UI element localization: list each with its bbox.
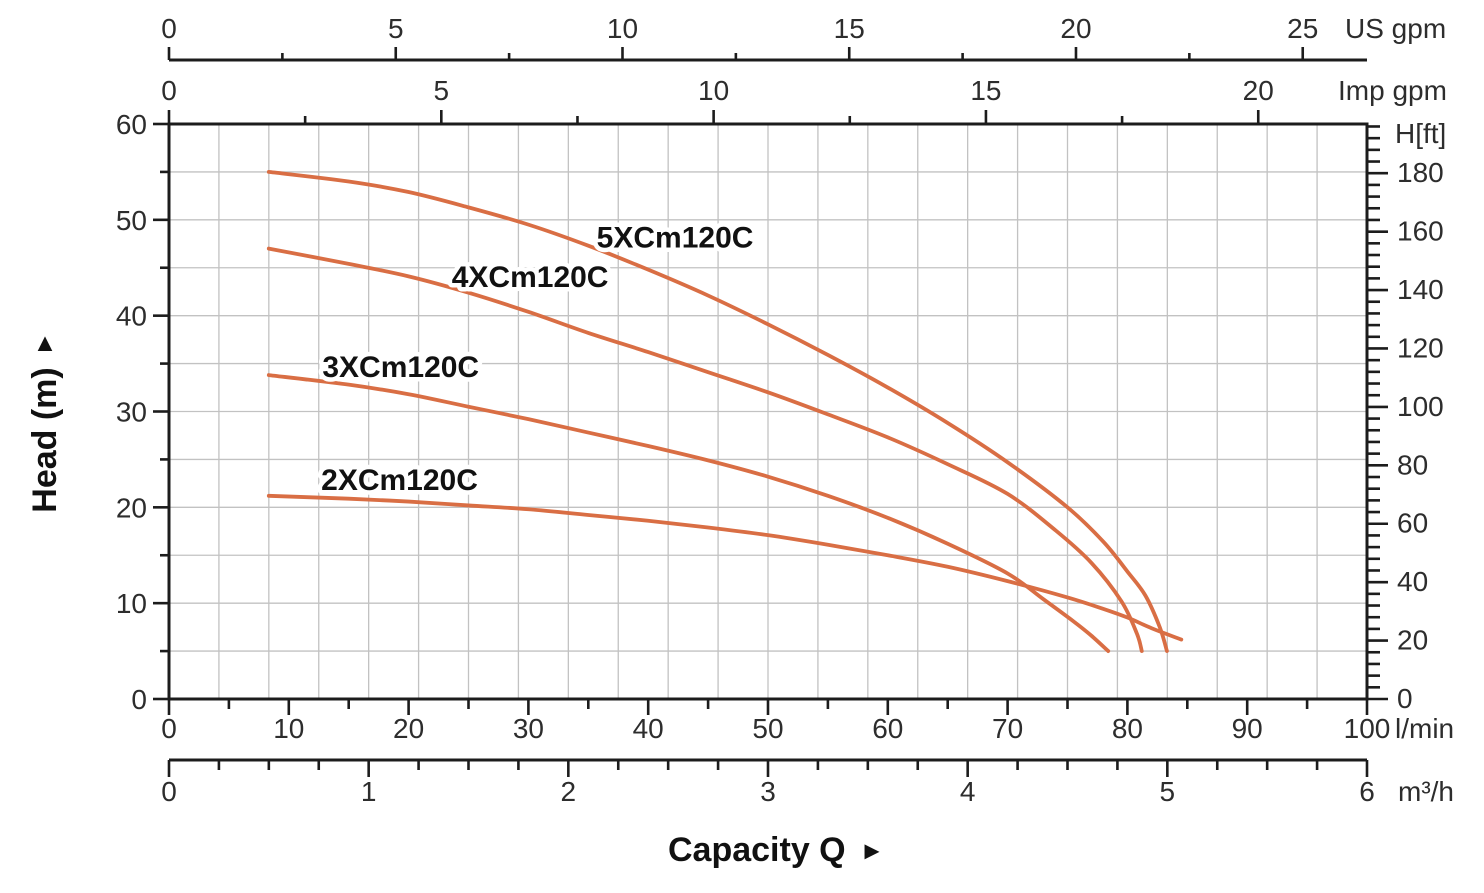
l-min-tick-label: 20 xyxy=(393,713,424,744)
l-min-tick-label: 30 xyxy=(513,713,544,744)
l-min-tick-label: 60 xyxy=(872,713,903,744)
l-min-tick-label: 70 xyxy=(992,713,1023,744)
imp-gpm-tick-label: 20 xyxy=(1243,75,1274,106)
curve-4XCm120C xyxy=(266,246,1144,653)
axis-titles: ▲ Head (m) Capacity Q ► xyxy=(26,329,884,869)
head-m-tick-label: 10 xyxy=(116,588,147,619)
head-ft-tick-label: 20 xyxy=(1397,625,1428,656)
imp-gpm-tick-label: 15 xyxy=(970,75,1001,106)
curve-3XCm120C xyxy=(266,373,1111,653)
m3h-tick-label: 2 xyxy=(561,776,577,807)
l-min-tick-label: 50 xyxy=(752,713,783,744)
m3h-tick-label: 1 xyxy=(361,776,377,807)
us-gpm-tick-label: 15 xyxy=(834,13,865,44)
imp-gpm-tick-label: 0 xyxy=(161,75,177,106)
curve-label-2XCm120C: 2XCm120C xyxy=(321,464,478,497)
l-min-tick-label: 90 xyxy=(1232,713,1263,744)
head-m-tick-label: 60 xyxy=(116,109,147,140)
head-ft-tick-label: 100 xyxy=(1397,391,1444,422)
head-ft-tick-label: 60 xyxy=(1397,508,1428,539)
imp-gpm-tick-label: 5 xyxy=(434,75,450,106)
l-min-tick-label: 100 xyxy=(1344,713,1391,744)
head-m-tick-label: 50 xyxy=(116,205,147,236)
head-m-tick-label: 30 xyxy=(116,397,147,428)
l-min-tick-label: 40 xyxy=(633,713,664,744)
curve-label-4XCm120C: 4XCm120C xyxy=(452,261,609,294)
m3h-tick-label: 0 xyxy=(161,776,177,807)
m3h-tick-label: 5 xyxy=(1160,776,1176,807)
curve-2XCm120C xyxy=(266,493,1184,642)
us-gpm-unit-label: US gpm xyxy=(1345,13,1446,44)
us-gpm-tick-label: 10 xyxy=(607,13,638,44)
l-min-tick-label: 80 xyxy=(1112,713,1143,744)
l-min-tick-label: 10 xyxy=(273,713,304,744)
curve-5XCm120C xyxy=(266,170,1169,653)
head-ft-tick-label: 180 xyxy=(1397,157,1444,188)
l-min-tick-label: 0 xyxy=(161,713,177,744)
head-ft-tick-label: 160 xyxy=(1397,216,1444,247)
us-gpm-tick-label: 25 xyxy=(1287,13,1318,44)
imp-gpm-tick-label: 10 xyxy=(698,75,729,106)
head-ft-tick-label: 40 xyxy=(1397,566,1428,597)
head-ft-unit-label: H[ft] xyxy=(1395,118,1446,149)
head-m-tick-label: 0 xyxy=(131,684,147,715)
x-axis-title: Capacity Q xyxy=(668,831,846,869)
y-axis-arrow-icon: ▲ xyxy=(33,329,58,357)
us-gpm-tick-label: 5 xyxy=(388,13,404,44)
curve-label-5XCm120C: 5XCm120C xyxy=(597,222,754,255)
m3h-tick-label: 6 xyxy=(1359,776,1375,807)
curve-label-3XCm120C: 3XCm120C xyxy=(322,351,479,384)
series-labels: 5XCm120C 4XCm120C 3XCm120C 2XCm120C xyxy=(317,217,758,501)
head-ft-tick-label: 80 xyxy=(1397,449,1428,480)
us-gpm-tick-label: 0 xyxy=(161,13,177,44)
head-m-tick-label: 20 xyxy=(116,492,147,523)
y-axis-title: Head (m) xyxy=(26,367,64,512)
grid xyxy=(169,124,1367,699)
m3h-tick-label: 3 xyxy=(760,776,776,807)
head-ft-tick-label: 0 xyxy=(1397,683,1413,714)
head-ft-tick-label: 120 xyxy=(1397,332,1444,363)
curves xyxy=(266,170,1184,653)
head-m-tick-label: 40 xyxy=(116,301,147,332)
imp-gpm-unit-label: Imp gpm xyxy=(1338,75,1447,106)
m3h-tick-label: 4 xyxy=(960,776,976,807)
x-axis-arrow-icon: ► xyxy=(860,837,885,865)
head-ft-tick-label: 140 xyxy=(1397,274,1444,305)
m3h-unit-label: m³/h xyxy=(1398,776,1454,807)
l-min-unit-label: l/min xyxy=(1395,713,1454,744)
us-gpm-tick-label: 20 xyxy=(1060,13,1091,44)
